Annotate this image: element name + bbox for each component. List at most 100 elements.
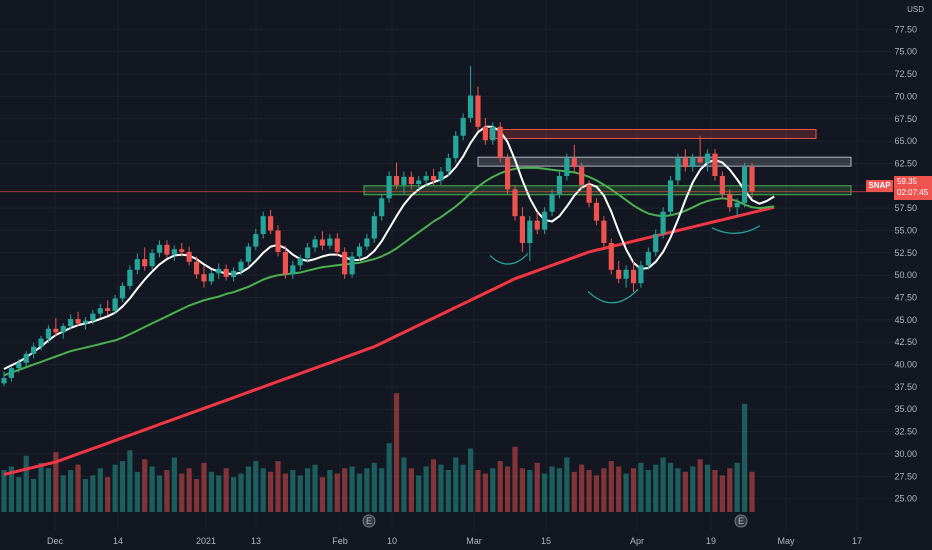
currency-label: USD xyxy=(907,5,924,14)
candle-body xyxy=(171,249,177,255)
candle xyxy=(223,264,229,281)
candle-body xyxy=(571,158,577,168)
price-tick-label: 65.00 xyxy=(894,136,917,146)
candle xyxy=(697,135,703,163)
volume-bar xyxy=(23,455,29,512)
candle-body xyxy=(675,158,681,181)
candle xyxy=(201,266,207,288)
candle xyxy=(549,189,555,217)
volume-bar xyxy=(616,466,622,512)
candle xyxy=(238,259,244,276)
candle xyxy=(638,260,644,288)
volume-bar xyxy=(571,471,577,512)
volume-bar xyxy=(690,466,696,512)
candle xyxy=(282,245,289,279)
candle xyxy=(90,310,96,325)
symbol-tag: SNAP xyxy=(866,180,893,192)
candle-body xyxy=(60,326,66,333)
candle xyxy=(660,207,666,239)
candle xyxy=(542,207,548,235)
volume-bar xyxy=(31,478,37,512)
candle-body xyxy=(186,251,192,262)
candle-body xyxy=(556,175,563,194)
volume-bar xyxy=(275,461,281,512)
candle-body xyxy=(453,135,459,159)
volume-bar xyxy=(460,464,466,512)
candle-body xyxy=(660,211,666,235)
ma-fast-line xyxy=(3,125,775,370)
candle xyxy=(342,247,348,279)
volume-bar xyxy=(342,468,348,512)
candle xyxy=(38,335,44,351)
candle-body xyxy=(690,158,696,168)
candle xyxy=(645,247,651,270)
time-tick-label: Apr xyxy=(630,536,644,546)
volume-bar xyxy=(68,469,74,512)
time-axis[interactable]: Dec 14 2021 13 Feb 10 Mar 15 Apr 19 May 17 xyxy=(47,536,862,546)
candle-body xyxy=(408,176,414,185)
candle-body xyxy=(275,230,281,252)
candle xyxy=(97,303,103,319)
volume-bar xyxy=(327,469,333,512)
volume-bar xyxy=(142,459,148,512)
candle xyxy=(371,211,377,243)
earnings-marker-circle xyxy=(734,514,748,528)
candle xyxy=(297,254,303,270)
price-tick-label: 67.50 xyxy=(894,114,917,124)
volume-bar xyxy=(105,477,111,512)
candle-body xyxy=(1,377,7,384)
candle xyxy=(616,260,622,284)
candle xyxy=(712,149,718,181)
candle-body xyxy=(38,338,44,347)
candle xyxy=(1,371,7,386)
candle-body xyxy=(260,216,266,235)
candle-body xyxy=(475,95,481,127)
candle xyxy=(593,198,600,226)
candle-body xyxy=(386,175,392,199)
bar-countdown: 02:07:45 xyxy=(897,188,929,197)
volume-bar xyxy=(386,443,392,512)
candle-body xyxy=(608,242,614,270)
candle xyxy=(112,294,118,314)
candle xyxy=(475,86,481,132)
volume-bar xyxy=(208,471,214,512)
volume-bar xyxy=(334,473,340,512)
candle xyxy=(193,256,200,279)
candle xyxy=(171,245,177,261)
earnings-marker: E xyxy=(734,514,748,528)
candle xyxy=(208,269,214,286)
candle xyxy=(408,171,414,190)
volume-bar xyxy=(171,457,177,512)
volume-bar xyxy=(193,478,200,512)
candle xyxy=(571,144,577,172)
volume-bar xyxy=(527,469,533,512)
candle xyxy=(142,247,148,271)
time-tick-label: 14 xyxy=(113,536,123,546)
candle-body xyxy=(445,158,451,172)
candlesticks[interactable] xyxy=(1,66,755,386)
price-tick-label: 70.00 xyxy=(894,91,917,101)
time-tick-label: 10 xyxy=(387,536,397,546)
candle xyxy=(119,282,126,302)
candle-body xyxy=(245,246,251,262)
candle-body xyxy=(623,269,629,279)
candle-body xyxy=(164,244,170,255)
candle xyxy=(734,198,740,217)
price-tick-label: 72.50 xyxy=(894,69,917,79)
volume-bar xyxy=(630,468,637,512)
candle xyxy=(364,234,370,251)
time-tick-label: Feb xyxy=(332,536,348,546)
candle xyxy=(564,153,570,181)
candle xyxy=(453,131,459,163)
candle xyxy=(727,189,733,212)
candle-body xyxy=(156,244,163,253)
volume-bar xyxy=(445,469,451,512)
volume-bar xyxy=(16,477,22,512)
candle-body xyxy=(142,259,148,267)
volume-bar xyxy=(660,457,666,512)
candle xyxy=(749,162,755,199)
volume-bar xyxy=(149,466,155,512)
time-tick-label: May xyxy=(777,536,795,546)
